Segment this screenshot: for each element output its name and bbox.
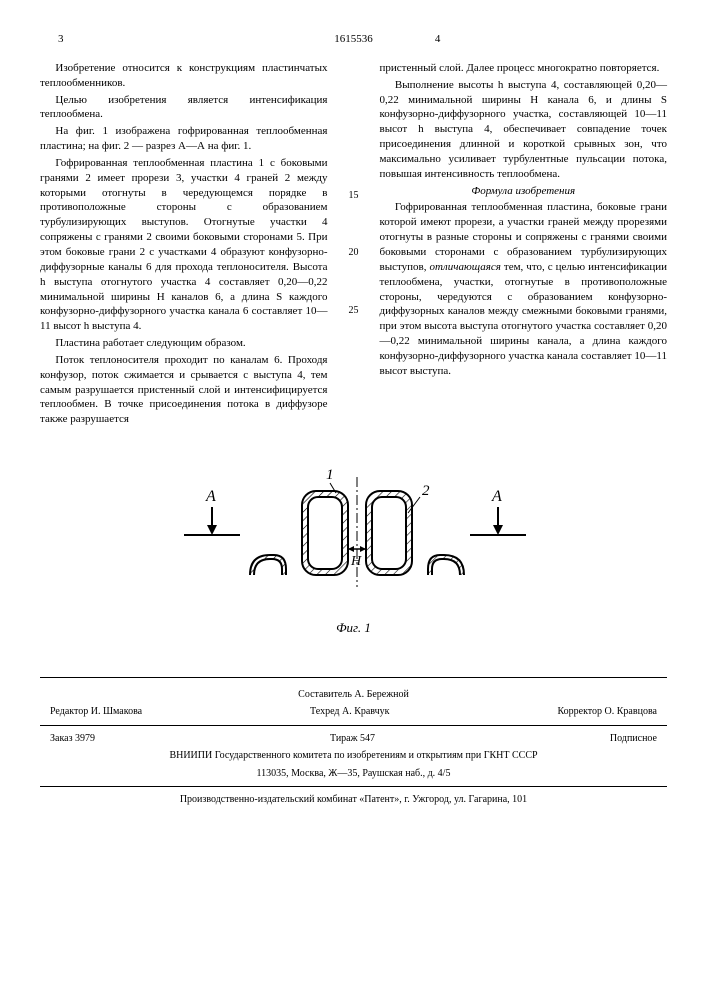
line-mark: 15 [349,189,359,203]
doc-number: 1615536 [322,32,385,47]
address: 113035, Москва, Ж—35, Раушская наб., д. … [40,767,667,781]
profile-left-hook [250,555,286,575]
label-1: 1 [326,467,334,483]
label-a-left: A [205,488,216,505]
para: пристенный слой. Далее процесс многократ… [380,61,668,76]
publisher: Производственно-издательский комбинат «П… [40,793,667,807]
divider [40,786,667,787]
para: Гофрированная теплообменная пластина 1 с… [40,156,328,334]
line-number-gutter: 15 20 25 [346,61,362,429]
profile-main-right [366,491,412,575]
section-mark-a-left: A [184,488,240,535]
dimension-h: H [348,546,366,569]
page-number-left: 3 [40,32,322,47]
claim-distinguishing: отличающаяся [429,261,500,273]
figure-svg: A A [154,457,554,617]
section-mark-a-right: A [470,488,526,535]
para: Изобретение относится к конструкциям пла… [40,61,328,91]
para: Выполнение высоты h выступа 4, составляю… [380,78,668,182]
para: Целью изобретения является интенсификаци… [40,93,328,123]
editor: Редактор И. Шмакова [50,705,142,719]
text-columns: Изобретение относится к конструкциям пла… [40,61,667,429]
corrector: Корректор О. Кравцова [557,705,657,719]
label-a-right: A [491,488,502,505]
line-mark: 20 [349,246,359,260]
page: 3 1615536 4 Изобретение относится к конс… [0,0,707,831]
profile-right-hook [428,555,464,575]
divider [40,725,667,726]
profile-main-left [302,491,348,575]
compiler: Составитель А. Бережной [40,688,667,702]
left-column: Изобретение относится к конструкциям пла… [40,61,328,429]
label-2: 2 [422,483,430,499]
page-header: 3 1615536 4 [40,32,667,47]
claim-text-c: тем, что, с целью интенсификации теплооб… [380,261,668,377]
claim-para: Гофрированная теплообменная пластина, бо… [380,200,668,378]
para: Поток теплоносителя проходит по каналам … [40,353,328,427]
imprint: Составитель А. Бережной Редактор И. Шмак… [40,677,667,807]
figure-1: A A [40,457,667,637]
right-column: пристенный слой. Далее процесс многократ… [380,61,668,429]
print-run: Тираж 547 [330,732,375,746]
label-h: H [350,554,362,569]
page-number-right: 4 [385,32,667,47]
para: На фиг. 1 изображена гофрированная тепло… [40,124,328,154]
org: ВНИИПИ Государственного комитета по изоб… [40,749,667,763]
figure-caption: Фиг. 1 [40,619,667,637]
subscription: Подписное [610,732,657,746]
order: Заказ 3979 [50,732,95,746]
tech-editor: Техред А. Кравчук [310,705,390,719]
line-mark: 25 [349,304,359,318]
formula-heading: Формула изобретения [380,184,668,199]
para: Пластина работает следующим образом. [40,336,328,351]
